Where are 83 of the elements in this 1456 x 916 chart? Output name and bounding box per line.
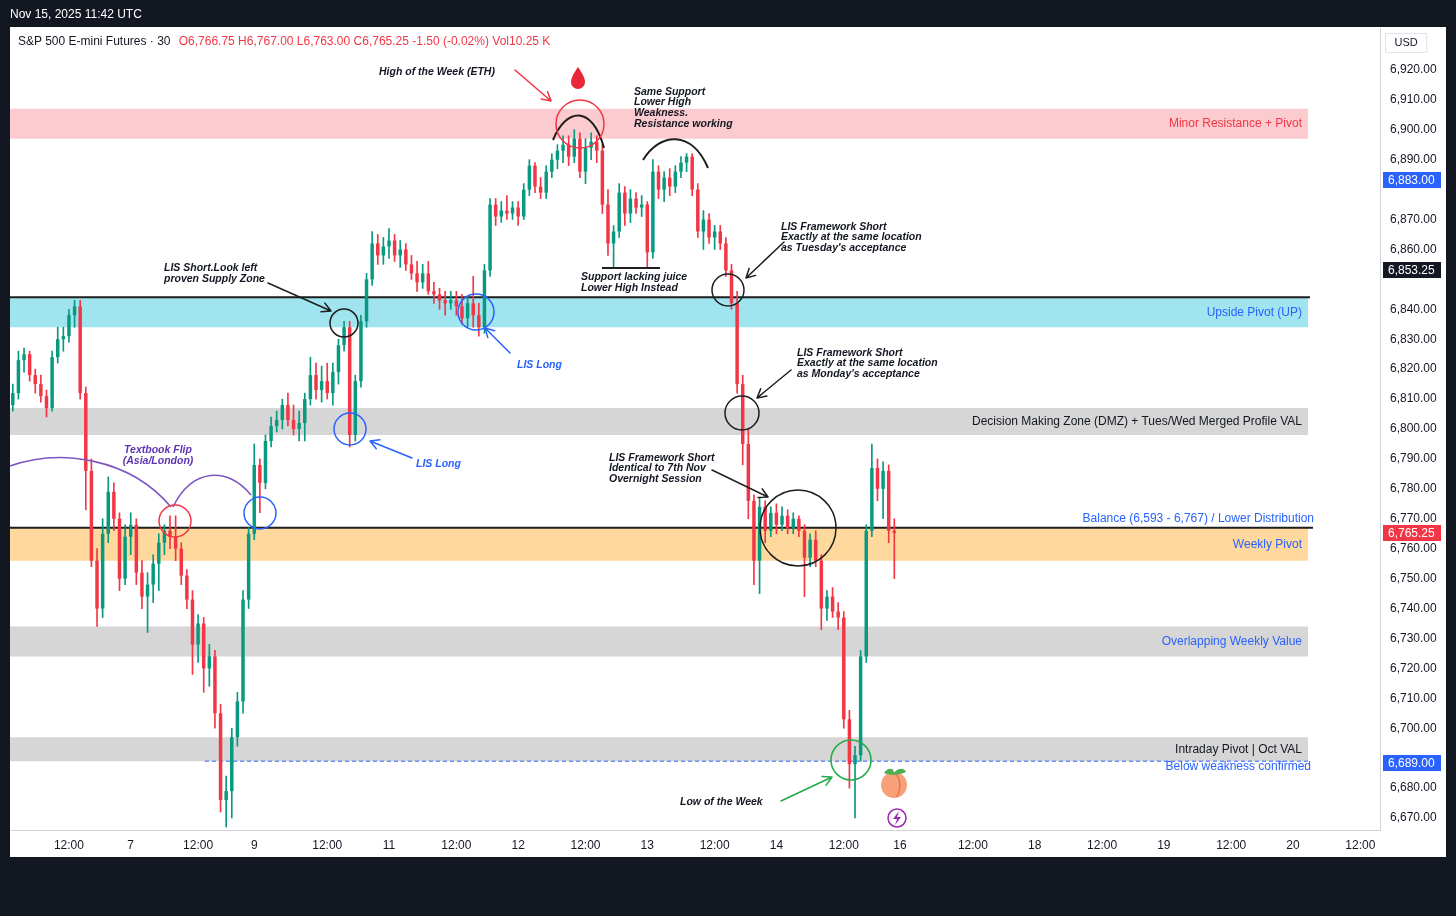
y-tick-label: 6,900.00 — [1390, 122, 1438, 137]
x-tick-label: 18 — [1028, 837, 1042, 852]
x-tick-label: 12:00 — [570, 837, 601, 852]
y-tick-label: 6,820.00 — [1390, 361, 1438, 376]
annotation: LIS Long — [517, 357, 563, 370]
y-tick-label: 6,680.00 — [1390, 780, 1438, 795]
candlestick — [168, 515, 172, 550]
y-tick-label: 6,730.00 — [1390, 630, 1438, 645]
candlestick — [387, 228, 391, 259]
annotation: LIS Framework Short Exactly at the same location as Tuesday's acceptance — [781, 219, 922, 254]
y-tick-label: 6,740.00 — [1390, 600, 1438, 615]
x-tick-label: 14 — [769, 837, 784, 852]
candlestick — [853, 745, 857, 819]
candlestick — [443, 291, 447, 316]
x-tick-label: 12:00 — [1087, 837, 1118, 852]
text: 6,853.25 — [1388, 262, 1436, 277]
x-tick-label: 12:00 — [1345, 837, 1376, 852]
x-tick-label: 12:00 — [699, 837, 730, 852]
annotation: LIS Short.Look left proven Supply Zone — [163, 260, 266, 284]
y-tick-label: 6,770.00 — [1390, 511, 1438, 526]
text: S&P 500 E-mini Futures · 30 — [18, 34, 171, 49]
x-tick-label: 16 — [893, 837, 907, 852]
y-tick-label: 6,800.00 — [1390, 421, 1438, 436]
x-tick-label: 7 — [127, 837, 135, 852]
x-tick-label: 12:00 — [441, 837, 472, 852]
y-tick-label: 6,700.00 — [1390, 720, 1438, 735]
ref-line-label: Balance (6,593 - 6,767) / Lower Distribution — [1082, 511, 1314, 526]
y-tick-label: 6,780.00 — [1390, 481, 1438, 496]
y-tick-label: 6,670.00 — [1390, 810, 1438, 825]
candlestick — [471, 276, 475, 328]
candlestick — [449, 291, 453, 310]
y-tick-label: 6,750.00 — [1390, 570, 1438, 585]
text: 6,765.25 — [1388, 525, 1436, 540]
x-tick-label: 12:00 — [312, 837, 343, 852]
band-label: Upside Pivot (UP) — [1206, 304, 1302, 319]
y-tick-label: 6,860.00 — [1390, 241, 1438, 256]
annotation: LIS Long — [416, 456, 462, 469]
y-tick-label: 6,710.00 — [1390, 690, 1438, 705]
x-tick-label: 12 — [511, 837, 526, 852]
y-tick-label: 6,920.00 — [1390, 62, 1438, 77]
y-axis-title: USD — [1394, 36, 1418, 49]
candlestick — [505, 195, 509, 220]
band-label: Intraday Pivot | Oct VAL — [1175, 741, 1303, 756]
text: O6,766.75 H6,767.00 L6,763.00 C6,765.25 -1.50 (-0.02%) Vol10.25 K — [178, 34, 551, 49]
candlestick — [398, 240, 402, 268]
candlestick — [224, 775, 228, 828]
x-tick-label: 13 — [640, 837, 655, 852]
x-tick-label: 12:00 — [957, 837, 989, 852]
x-tick-label: 12:00 — [53, 837, 85, 852]
annotation: High of the Week (ETH) — [379, 64, 496, 77]
y-tick-label: 6,790.00 — [1390, 451, 1438, 466]
text: 6,883.00 — [1388, 172, 1436, 187]
text: 6,689.00 — [1388, 755, 1436, 770]
y-tick-label: 6,760.00 — [1390, 541, 1438, 556]
candlestick — [836, 602, 840, 630]
band-label: Weekly Pivot — [1232, 536, 1303, 551]
candlestick — [432, 282, 436, 304]
x-tick-label: 9 — [250, 837, 258, 852]
x-tick-label: 19 — [1157, 837, 1171, 852]
x-tick-label: 11 — [382, 837, 396, 852]
candlestick — [297, 410, 301, 442]
x-tick-label: 12:00 — [183, 837, 214, 852]
y-tick-label: 6,720.00 — [1390, 660, 1438, 675]
annotation: LIS Framework Short Identical to 7th Nov Overnight Session — [609, 450, 716, 485]
y-tick-label: 6,810.00 — [1390, 391, 1438, 406]
x-tick-label: 12:00 — [1216, 837, 1247, 852]
ref-line-label: Below weakness confirmed — [1165, 759, 1311, 774]
annotation: Low of the Week — [680, 794, 764, 807]
text: Nov 15, 2025 11:42 UTC — [10, 7, 142, 21]
y-tick-label: 6,890.00 — [1390, 151, 1438, 166]
band-label: Overlapping Weekly Value — [1161, 633, 1303, 648]
y-tick-label: 6,870.00 — [1390, 211, 1438, 226]
y-tick-label: 6,910.00 — [1390, 92, 1438, 107]
annotation: Textbook Flip (Asia/London) — [122, 442, 194, 466]
y-tick-label: 6,840.00 — [1390, 301, 1438, 316]
annotation: Support lacking juice Lower High Instead — [581, 269, 688, 293]
y-tick-label: 6,830.00 — [1390, 331, 1438, 346]
band-label: Minor Resistance + Pivot — [1168, 116, 1303, 131]
x-tick-label: 12:00 — [828, 837, 860, 852]
annotation: LIS Framework Short Exactly at the same location as Monday's acceptance — [797, 345, 938, 380]
band-label: Decision Making Zone (DMZ) + Tues/Wed Merged Profile VAL — [971, 413, 1303, 428]
x-tick-label: 20 — [1286, 837, 1300, 852]
annotation: Same Support Lower High Weakness. Resistance working — [634, 84, 734, 129]
